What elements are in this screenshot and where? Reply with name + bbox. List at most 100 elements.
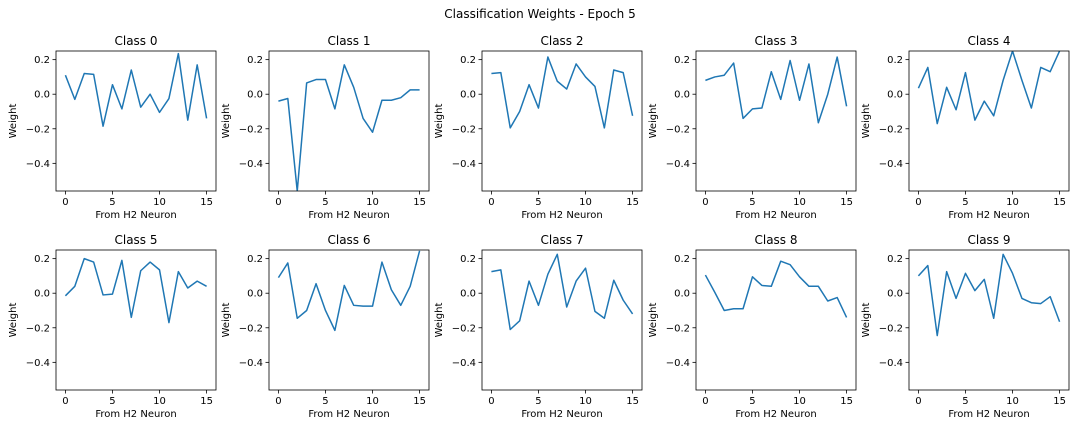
x-tick-label: 15 bbox=[1053, 396, 1066, 407]
x-tick-label: 0 bbox=[702, 396, 708, 407]
x-tick-label: 15 bbox=[413, 396, 426, 407]
x-axis-label: From H2 Neuron bbox=[521, 409, 602, 420]
subplot-class-9: 0 5 10 15 0.2 0.0 −0.2 −0.4 Class 9 From H2 Neuro… bbox=[861, 233, 1070, 420]
x-tick-label: 0 bbox=[702, 197, 708, 208]
y-tick-label: −0.2 bbox=[26, 124, 50, 135]
y-axis-label: Weight bbox=[648, 303, 659, 338]
axes-frame bbox=[55, 50, 217, 192]
x-tick-label: 5 bbox=[749, 197, 755, 208]
y-tick-label: 0.0 bbox=[674, 289, 690, 300]
y-tick-label: 0.2 bbox=[887, 254, 903, 265]
x-tick-label: 0 bbox=[488, 197, 494, 208]
x-axis-label: From H2 Neuron bbox=[95, 210, 176, 221]
y-tick-label: 0.2 bbox=[247, 55, 263, 66]
y-tick-label: 0.0 bbox=[247, 90, 263, 101]
plot-background bbox=[909, 250, 1069, 390]
y-tick-label: −0.2 bbox=[879, 323, 903, 334]
x-tick-label: 15 bbox=[626, 396, 639, 407]
y-tick-label: −0.4 bbox=[879, 358, 903, 369]
y-tick-label: −0.2 bbox=[879, 124, 903, 135]
x-tick-label: 15 bbox=[200, 197, 213, 208]
subplot-title: Class 5 bbox=[114, 233, 157, 247]
x-tick-label: 10 bbox=[366, 396, 379, 407]
x-tick-label: 0 bbox=[488, 396, 494, 407]
y-tick-label: −0.4 bbox=[239, 159, 263, 170]
y-tick-label: 0.0 bbox=[34, 289, 50, 300]
y-tick-label: 0.0 bbox=[34, 90, 50, 101]
subplot-class-6: 0 5 10 15 0.2 0.0 −0.2 −0.4 Class 6 From H2 Neuro… bbox=[221, 233, 430, 420]
axes-frame bbox=[695, 50, 857, 192]
x-tick-label: 10 bbox=[1006, 197, 1019, 208]
subplot-class-3: 0 5 10 15 0.2 0.0 −0.2 −0.4 Class 3 From H2 Neuro… bbox=[648, 34, 857, 221]
x-axis-label: From H2 Neuron bbox=[735, 409, 816, 420]
x-tick-label: 0 bbox=[915, 197, 921, 208]
x-tick-label: 15 bbox=[413, 197, 426, 208]
y-tick-label: −0.2 bbox=[239, 323, 263, 334]
x-tick-label: 10 bbox=[793, 396, 806, 407]
axes-frame bbox=[55, 249, 217, 391]
plot-background bbox=[269, 250, 429, 390]
x-axis-label: From H2 Neuron bbox=[948, 210, 1029, 221]
x-tick-label: 10 bbox=[793, 197, 806, 208]
series-line bbox=[278, 64, 420, 191]
plot-background bbox=[56, 51, 216, 191]
y-tick-label: −0.2 bbox=[666, 124, 690, 135]
x-tick-label: 5 bbox=[962, 197, 968, 208]
y-tick-label: −0.2 bbox=[666, 323, 690, 334]
y-tick-label: −0.2 bbox=[26, 323, 50, 334]
x-axis-label: From H2 Neuron bbox=[95, 409, 176, 420]
series-line bbox=[277, 250, 421, 332]
y-axis-label: Weight bbox=[648, 104, 659, 139]
y-axis-label: Weight bbox=[861, 104, 872, 139]
y-axis-label: Weight bbox=[861, 303, 872, 338]
x-tick-label: 10 bbox=[153, 396, 166, 407]
axes-frame bbox=[481, 249, 643, 391]
x-axis-label: From H2 Neuron bbox=[521, 210, 602, 221]
x-tick-label: 5 bbox=[535, 396, 541, 407]
y-axis-label: Weight bbox=[8, 104, 19, 139]
x-tick-label: 10 bbox=[579, 197, 592, 208]
x-tick-label: 15 bbox=[840, 396, 853, 407]
subplot-class-0: 0 5 10 15 0.2 0.0 −0.2 −0.4 Class 0 From H2 Neuro… bbox=[8, 34, 217, 221]
x-tick-label: 5 bbox=[535, 197, 541, 208]
x-axis-label: From H2 Neuron bbox=[308, 409, 389, 420]
subplot-class-2: 0 5 10 15 0.2 0.0 −0.2 −0.4 Class 2 From H2 Neuro… bbox=[434, 34, 643, 221]
y-tick-label: 0.0 bbox=[887, 289, 903, 300]
x-tick-label: 10 bbox=[153, 197, 166, 208]
plot-background bbox=[696, 250, 856, 390]
plot-background bbox=[909, 51, 1069, 191]
series-line bbox=[704, 260, 848, 318]
y-tick-label: −0.4 bbox=[26, 358, 50, 369]
subplot-title: Class 6 bbox=[327, 233, 370, 247]
x-tick-label: 5 bbox=[109, 197, 115, 208]
y-tick-label: 0.0 bbox=[460, 90, 476, 101]
plot-background bbox=[482, 250, 642, 390]
x-tick-label: 5 bbox=[109, 396, 115, 407]
x-tick-label: 0 bbox=[915, 396, 921, 407]
subplot-title: Class 9 bbox=[967, 233, 1010, 247]
x-axis-label: From H2 Neuron bbox=[735, 210, 816, 221]
subplot-class-8: 0 5 10 15 0.2 0.0 −0.2 −0.4 Class 8 From H2 Neuro… bbox=[648, 233, 857, 420]
axes-frame bbox=[268, 249, 430, 391]
x-tick-label: 0 bbox=[275, 396, 281, 407]
y-tick-label: −0.4 bbox=[452, 358, 476, 369]
y-tick-label: 0.2 bbox=[34, 254, 50, 265]
x-tick-label: 15 bbox=[626, 197, 639, 208]
series-line bbox=[64, 52, 208, 127]
x-tick-label: 0 bbox=[62, 197, 68, 208]
x-tick-label: 5 bbox=[962, 396, 968, 407]
y-tick-label: 0.0 bbox=[674, 90, 690, 101]
x-tick-label: 15 bbox=[840, 197, 853, 208]
x-tick-label: 5 bbox=[322, 197, 328, 208]
y-tick-label: −0.2 bbox=[239, 124, 263, 135]
subplot-title: Class 7 bbox=[540, 233, 583, 247]
subplot-title: Class 1 bbox=[327, 34, 370, 48]
subplot-class-4: 0 5 10 15 0.2 0.0 −0.2 −0.4 Class 4 From H2 Neuro… bbox=[861, 34, 1070, 221]
x-tick-label: 0 bbox=[275, 197, 281, 208]
series-line bbox=[705, 56, 848, 124]
y-axis-label: Weight bbox=[221, 104, 232, 139]
x-axis-label: From H2 Neuron bbox=[308, 210, 389, 221]
y-tick-label: 0.2 bbox=[674, 55, 690, 66]
y-tick-label: −0.4 bbox=[666, 358, 690, 369]
